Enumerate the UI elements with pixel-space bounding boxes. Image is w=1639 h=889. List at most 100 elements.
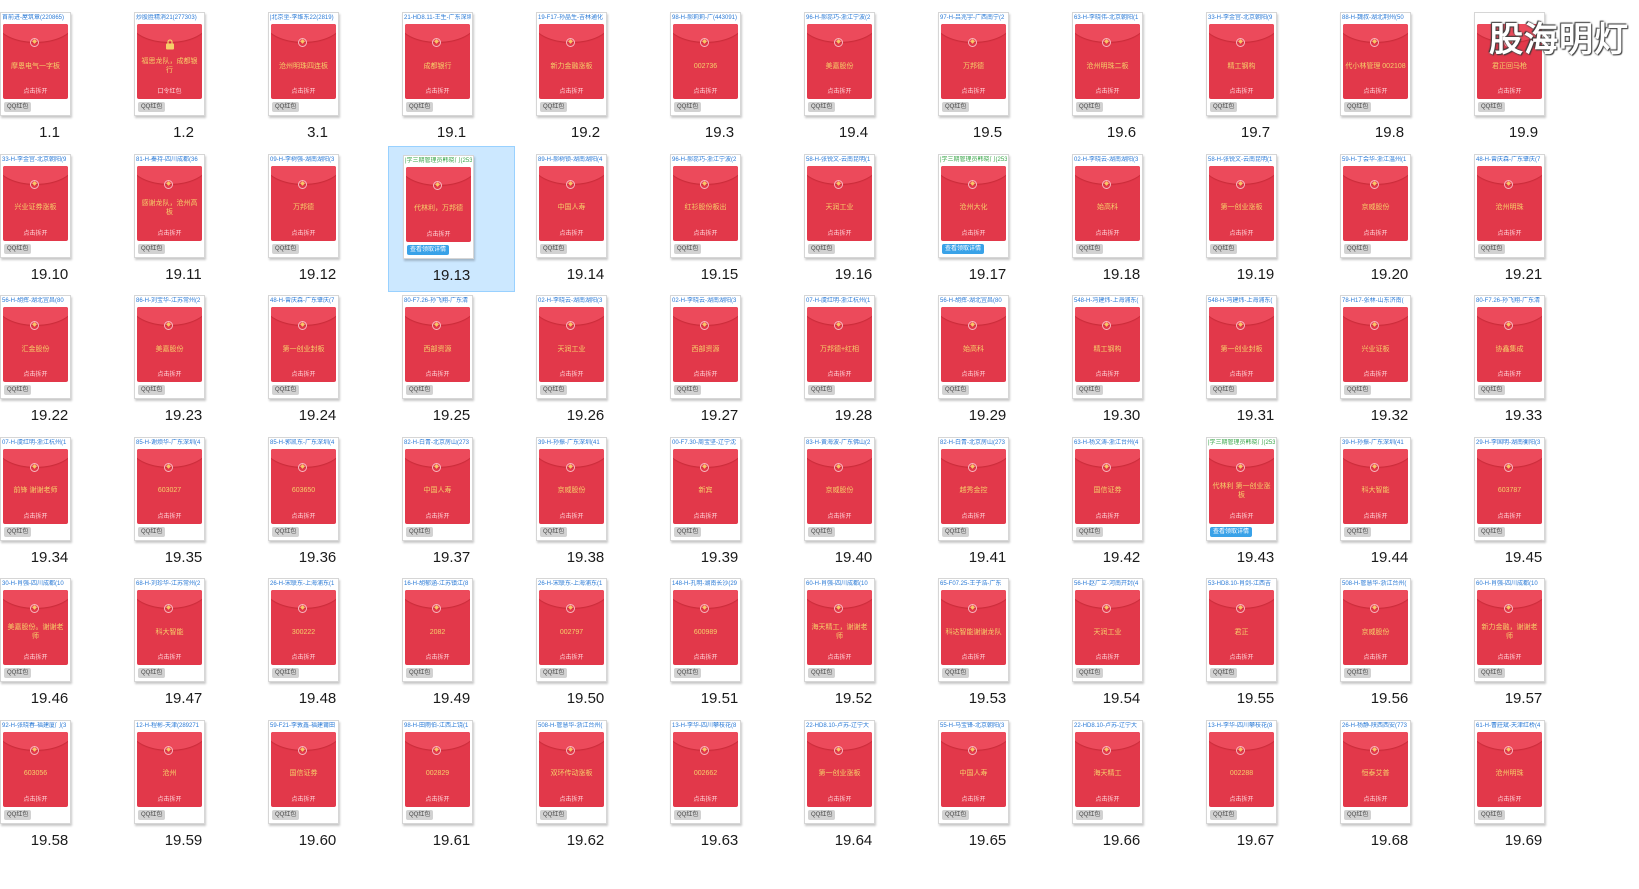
sender-header: 56-H-胡挥-湖北宜昌(80 [940,298,1002,304]
envelope-flap [941,307,1006,325]
file-item[interactable]: 82-H-白青-北京房山(273 ◆ 中国人寿 点击拆开 QQ红包 19.37 [388,429,515,575]
file-name: 1.1 [39,124,60,141]
file-item[interactable]: 98-H-郝莉莉-广(443091) ◆ 002736 点击拆开 QQ红包 19.3 [656,4,783,150]
file-item[interactable]: 56-H-胡挥-湖北宜昌(80 ◆ 汇金股份 点击拆开 QQ红包 19.22 [0,287,113,433]
file-item[interactable]: 60-H-肖强-四川成都(10 ◆ 海天精工，谢谢老师 点击拆开 QQ红包 19.52 [790,570,917,716]
red-envelope: ◆ 始高科 点击拆开 [941,307,1006,382]
file-thumbnail: 78-H17-张林-山东济南(◆ 兴业证板 点击拆开 QQ红包 [1340,295,1411,399]
file-item[interactable]: 80-F7.26-孙飞翔-广东清 ◆ 协鑫集成 点击拆开 QQ红包 19.33 [1460,287,1587,433]
file-item[interactable]: 56-H-赵广立-河南开封(4 ◆ 天润工业 点击拆开 QQ红包 19.54 [1058,570,1185,716]
file-item[interactable]: 02-H-李晓云-湖南湖阳(3 ◆ 天润工业 点击拆开 QQ红包 19.26 [522,287,649,433]
file-item[interactable]: 48-H-曾庆森-广东肇庆(7 ◆ 第一创业封板 点击拆开 QQ红包 19.24 [254,287,381,433]
file-item[interactable]: 39-H-孙振-广东深圳(41 ◆ 京威股份 点击拆开 QQ红包 19.38 [522,429,649,575]
file-item[interactable]: 548-H-冯建炜-上海浦东(◆ 第一创业封板 点击拆开 QQ红包 19.31 [1192,287,1319,433]
envelope-flap [673,24,738,42]
file-item[interactable]: 59-F21-李敦鑫-福建莆田 ◆ 国信证券 点击拆开 QQ红包 19.60 [254,712,381,858]
envelope-open-label: 点击拆开 [559,655,584,661]
file-item[interactable]: 13-H-李华-四川攀枝花(8 ◆ 002288 点击拆开 QQ红包 19.67 [1192,712,1319,858]
file-item[interactable]: |学三期管理员韩晓门(253 ◆ 代林利，万邦德 点击拆开 查看领取详情 19.13 [388,145,515,292]
file-item[interactable]: 508-H-管慧华-浙江台州(◆ 京威股份 点击拆开 QQ红包 19.56 [1326,570,1453,716]
file-item[interactable]: 97-H-吕兆宇-广西南宁(2 ◆ 万邦德 点击拆开 QQ红包 19.5 [924,4,1051,150]
red-envelope: ◆ 兴业证板 点击拆开 [1343,307,1408,382]
file-item[interactable]: 59-H-丁会华-浙江温州(1 ◆ 京威股份 点击拆开 QQ红包 19.20 [1326,146,1453,292]
file-item[interactable]: 80-F7.26-孙飞翔-广东清 ◆ 西部资源 点击拆开 QQ红包 19.25 [388,287,515,433]
file-item[interactable]: 81-H-秦持-四川成都(36 ◆ 感谢龙队，沧州高板 点击拆开 QQ红包 19.11 [120,146,247,292]
file-item[interactable]: 07-H-虞红明-浙江杭州(1 ◆ 万邦德+红相 点击拆开 QQ红包 19.28 [790,287,917,433]
file-item[interactable]: 63-H-杨文涛-浙江台州(4 ◆ 国信证券 点击拆开 QQ红包 19.42 [1058,429,1185,575]
file-item[interactable]: 26-H-宋联东-上海浦东(1 ◆ 002797 点击拆开 QQ红包 19.50 [522,570,649,716]
file-item[interactable]: 26-H-宋联东-上海浦东(1 ◆ 300222 点击拆开 QQ红包 19.48 [254,570,381,716]
file-item[interactable]: 53-HD8.10-肖剑-江西吉 ◆ 君正 点击拆开 QQ红包 19.55 [1192,570,1319,716]
file-item[interactable]: 19-F17-孙晶生-吉林通化 ◆ 新力金融涨板 点击拆开 QQ红包 19.2 [522,4,649,150]
file-item[interactable]: 61-H-曹莊斌-天津红桥(4 ◆ 沧州明珠 点击拆开 QQ红包 19.69 [1460,712,1587,858]
file-item[interactable]: 21-HD8.11-王生-广东深圳 ◆ 成都银行 点击拆开 QQ红包 19.1 [388,4,515,150]
file-item[interactable]: 07-H-虞红明-浙江杭州(1 ◆ 前锋 谢谢老师 点击拆开 QQ红包 19.34 [0,429,113,575]
file-item[interactable]: 92-H-张晓春-福建厦门(3 ◆ 603056 点击拆开 QQ红包 19.58 [0,712,113,858]
envelope-open-label: 点击拆开 [693,230,718,237]
file-item[interactable]: 09-H-李树强-湖南湖阳(3 ◆ 万邦德 点击拆开 QQ红包 19.12 [254,146,381,292]
file-item[interactable]: 83-H-黄海波-广东佛山(2 ◆ 京威股份 点击拆开 QQ红包 19.40 [790,429,917,575]
file-thumbnail: 29-H-李国明-湖南衡阳(3 ◆ 603787 点击拆开 QQ红包 [1474,436,1545,541]
file-name: 19.42 [1102,548,1141,566]
sender-header: |学三期管理员韩晓门(253 [1208,439,1275,446]
file-item[interactable]: 548-H-冯建炜-上海浦东(◆ 精工钢构 点击拆开 QQ红包 19.30 [1058,287,1185,433]
file-item[interactable]: 508-H-管慧华-浙江台州(◆ 双环传动涨板 点击拆开 QQ红包 19.62 [522,712,649,858]
file-item[interactable]: 55-H-马宝锋-北京朝阳(3 ◆ 中国人寿 点击拆开 QQ红包 19.65 [924,712,1051,858]
file-item[interactable]: 96-H-郝蕊巧-浙江宁波(2 ◆ 红衫股份板出 点击拆开 QQ红包 19.15 [656,146,783,292]
file-item[interactable]: 60-H-肖强-四川成都(10 ◆ 新力金融，谢谢老师 点击拆开 QQ红包 19.57 [1460,570,1587,716]
envelope-open-label: 点击拆开 [827,230,852,237]
file-item[interactable]: |学三期管理员韩晓门(253 ◆ 沧州大化 点击拆开 查看领取详情 19.17 [924,146,1051,292]
file-item[interactable]: 85-H-谢烦华-广东深圳(4 ◆ 603027 点击拆开 QQ红包 19.35 [120,429,247,575]
file-item[interactable]: 02-H-李晓云-湖南湖阳(3 ◆ 始高科 点击拆开 QQ红包 19.18 [1058,146,1185,292]
file-item[interactable]: |学三期管理员韩晓门(253 ◆ 代林利 第一创业涨板 点击拆开 查看领取详情 19.43 [1192,429,1319,575]
file-name: 19.24 [298,407,337,424]
file-item[interactable]: 85-H-郭凯东-广东深圳(4 ◆ 603650 点击拆开 QQ红包 19.36 [254,429,381,575]
file-item[interactable]: 炒股胜精消21(277303) 福思龙队，成都银行 口令红包 QQ红包 1.2 [120,4,247,150]
envelope-tag: QQ红包 [406,668,434,678]
file-thumbnail: 48-H-曾庆森-广东肇庆(7 ◆ 第一创业封板 点击拆开 QQ红包 [268,295,339,399]
file-item[interactable]: 89-H-郝树锁-湖南湖阳(4 ◆ 中国人寿 点击拆开 QQ红包 19.14 [522,146,649,292]
file-item[interactable]: 88-H-魏叔-湖北荆州(50 ◆ 代小林管理 002108 点击拆开 QQ红包 19.8 [1326,4,1453,150]
envelope-tag: QQ红包 [138,243,166,254]
file-item[interactable]: 39-H-孙振-广东深圳(41 ◆ 科大智能 点击拆开 QQ红包 19.44 [1326,429,1453,575]
red-envelope: ◆ 君正 点击拆开 [1209,590,1274,665]
file-thumbnail: 02-H-李晓云-湖南湖阳(3 ◆ 始高科 点击拆开 QQ红包 [1072,153,1143,258]
file-item[interactable]: 22-HD8.10-卢苏-辽宁大 ◆ 第一创业涨板 点击拆开 QQ红包 19.64 [790,712,917,858]
file-item[interactable]: 33-H-李金宫-北京朝阳(9 ◆ 精工钢构 点击拆开 QQ红包 19.7 [1192,4,1319,150]
file-item[interactable]: 86-H-刘宝华-江苏常州(2 ◆ 美嘉股份 点击拆开 QQ红包 19.23 [120,287,247,433]
file-item[interactable]: 78-H17-张林-山东济南(◆ 兴业证板 点击拆开 QQ红包 19.32 [1326,287,1453,433]
file-item[interactable]: 13-H-李华-四川攀枝花(8 ◆ 002662 点击拆开 QQ红包 19.63 [656,712,783,858]
file-item[interactable]: 63-H-李晓伟-北京朝阳(1 ◆ 沧州明珠二板 点击拆开 QQ红包 19.6 [1058,4,1185,150]
file-item[interactable]: 58-H-张锐文-云南昆明(1 ◆ 第一创业涨板 点击拆开 QQ红包 19.19 [1192,146,1319,292]
file-name: 19.53 [968,690,1007,707]
file-item[interactable]: ◆ 君正回马枪 点击拆开 QQ红包 19.9 [1460,4,1587,150]
envelope-open-label: 点击拆开 [1363,513,1388,520]
file-item[interactable]: 56-H-胡挥-湖北宜昌(80 ◆ 始高科 点击拆开 QQ红包 19.29 [924,287,1051,433]
file-thumbnail: 61-H-曹莊斌-天津红桥(4 ◆ 沧州明珠 点击拆开 QQ红包 [1474,719,1545,824]
file-item[interactable]: 48-H-曾庆森-广东肇庆(7 ◆ 沧州明珠 点击拆开 QQ红包 19.21 [1460,146,1587,292]
file-item[interactable]: 29-H-李国明-湖南衡阳(3 ◆ 603787 点击拆开 QQ红包 19.45 [1460,429,1587,575]
file-item[interactable]: 82-H-白青-北京房山(273 ◆ 越秀金控 点击拆开 QQ红包 19.41 [924,429,1051,575]
file-thumbnail: 88-H-魏叔-湖北荆州(50 ◆ 代小林管理 002108 点击拆开 QQ红包 [1340,12,1411,116]
file-item[interactable]: 16-H-胡郁涵-江苏镇江(8 ◆ 2082 点击拆开 QQ红包 19.49 [388,570,515,716]
file-item[interactable]: 58-H-张锐文-云南昆明(1 ◆ 天润工业 点击拆开 QQ红包 19.16 [790,146,917,292]
sender-header: 85-H-郭凯东-广东深圳(4 [270,439,335,446]
file-item[interactable]: 26-H-杨静-陕西西安(773 ◆ 恒泰艾普 点击拆开 QQ红包 19.68 [1326,712,1453,858]
file-item[interactable]: 68-H-刘珍华-江苏常州(2 ◆ 科大智能 点击拆开 QQ红包 19.47 [120,570,247,716]
file-item[interactable]: |北京坐-李维东22(2819) ◆ 沧州明珠四连板 点击拆开 QQ红包 3.1 [254,4,381,150]
file-item[interactable]: 30-H-肖强-四川成都(10 ◆ 美嘉股份。谢谢老师 点击拆开 QQ红包 19.46 [0,570,113,716]
file-item[interactable]: 65-F07.25-王子浩-广东 ◆ 科达智能谢谢龙队 点击拆开 QQ红包 19.53 [924,570,1051,716]
envelope-seal-icon: ◆ [1504,604,1513,613]
envelope-tag: QQ红包 [1478,385,1506,395]
envelope-title: 第一创业封板 [1220,345,1263,353]
file-item[interactable]: 33-H-李金宫-北京朝阳(9 ◆ 兴业证券涨板 点击拆开 QQ红包 19.10 [0,146,113,292]
file-item[interactable]: 96-H-郝蕊巧-浙江宁波(2 ◆ 美嘉股份 点击拆开 QQ红包 19.4 [790,4,917,150]
file-item[interactable]: 22-HD8.10-卢苏-辽宁大 ◆ 海天精工 点击拆开 QQ红包 19.66 [1058,712,1185,858]
file-item[interactable]: 148-H-孔明-湖南长沙(29 ◆ 600989 点击拆开 QQ红包 19.51 [656,570,783,716]
file-item[interactable]: 00-F7.30-周宝坚-辽宁沈 ◆ 新宾 点击拆开 QQ红包 19.39 [656,429,783,575]
file-item[interactable]: 98-H-田雨伯-江西上饶(1 ◆ 002829 点击拆开 QQ红包 19.61 [388,712,515,858]
envelope-open-label: 点击拆开 [1229,230,1254,237]
file-item[interactable]: 首前进-屋筑章(220865) ◆ 摩恩电气一字板 点击拆开 QQ红包 1.1 [0,4,113,150]
file-item[interactable]: 02-H-李晓云-湖南湖阳(3 ◆ 西部资源 点击拆开 QQ红包 19.27 [656,287,783,433]
file-item[interactable]: 12-H-程彬-天津(289271 ◆ 沧州 点击拆开 QQ红包 19.59 [120,712,247,858]
